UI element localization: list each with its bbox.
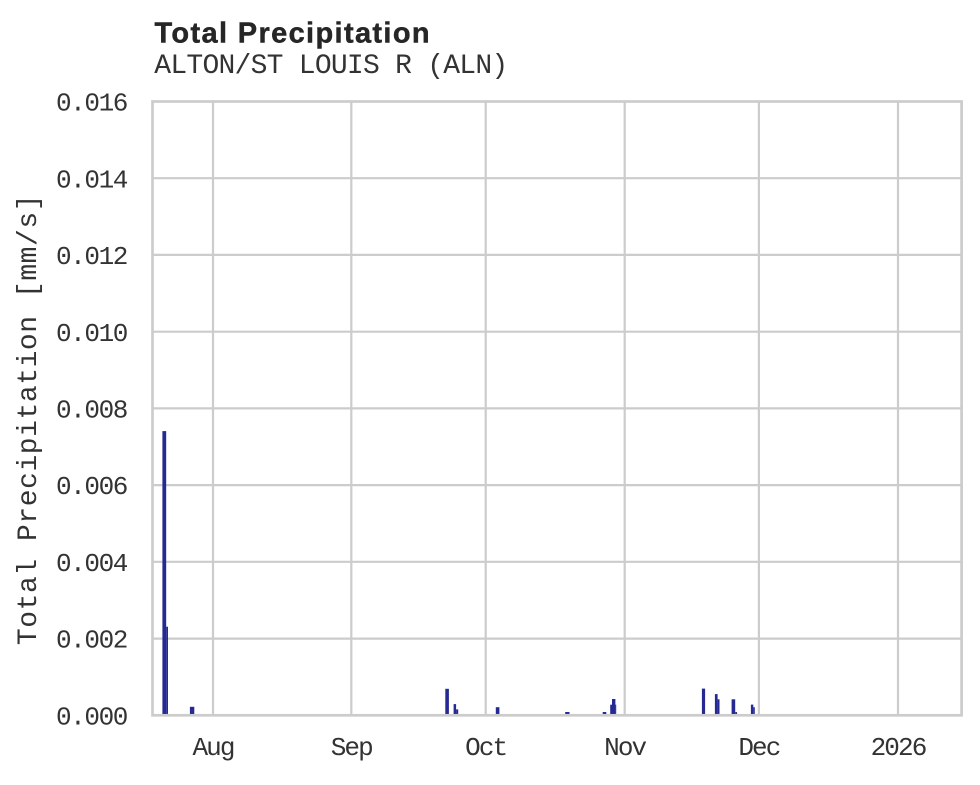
svg-text:0.002: 0.002 (56, 626, 127, 656)
svg-text:0.004: 0.004 (56, 549, 128, 579)
svg-text:0.010: 0.010 (56, 319, 127, 349)
svg-text:Total Precipitation [mm/s]: Total Precipitation [mm/s] (14, 194, 45, 645)
svg-text:Nov: Nov (604, 733, 646, 763)
svg-text:0.012: 0.012 (56, 242, 127, 272)
svg-text:Sep: Sep (331, 733, 372, 763)
svg-text:0.008: 0.008 (56, 396, 127, 426)
svg-text:0.000: 0.000 (56, 702, 127, 732)
svg-text:Total Precipitation: Total Precipitation (155, 18, 431, 50)
svg-text:2026: 2026 (871, 733, 926, 763)
svg-text:Aug: Aug (192, 733, 233, 763)
svg-text:0.016: 0.016 (56, 89, 127, 119)
svg-text:Dec: Dec (738, 733, 779, 763)
svg-text:0.014: 0.014 (56, 165, 128, 195)
svg-text:0.006: 0.006 (56, 472, 127, 502)
svg-text:ALTON/ST LOUIS R (ALN): ALTON/ST LOUIS R (ALN) (154, 51, 507, 82)
svg-text:Oct: Oct (465, 733, 506, 763)
